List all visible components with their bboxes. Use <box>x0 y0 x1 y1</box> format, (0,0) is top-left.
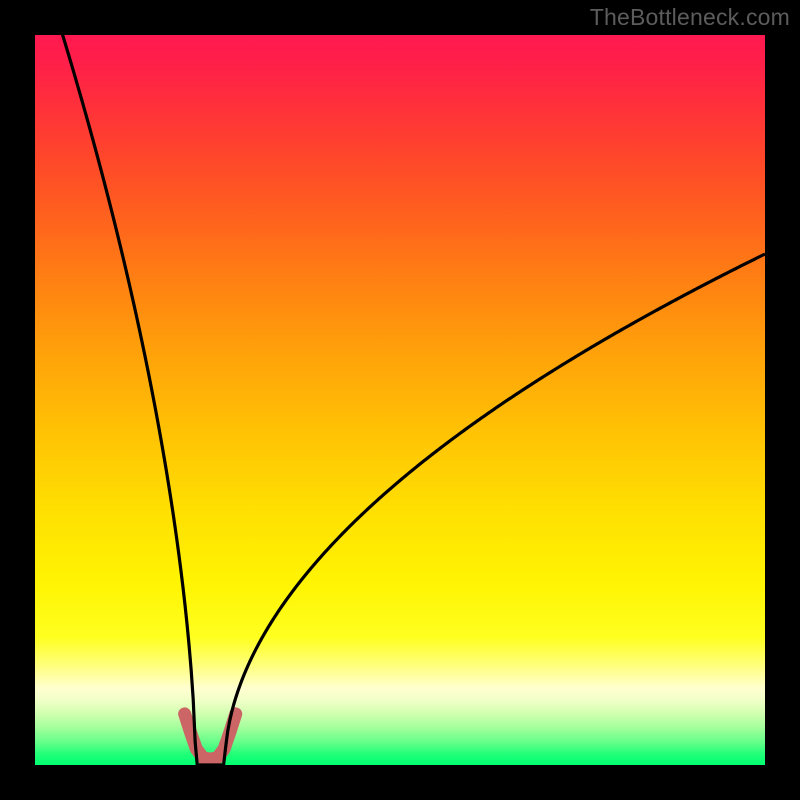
bottleneck-chart: TheBottleneck.com <box>0 0 800 800</box>
watermark-text: TheBottleneck.com <box>590 4 790 31</box>
chart-svg <box>0 0 800 800</box>
plot-background <box>35 35 765 765</box>
